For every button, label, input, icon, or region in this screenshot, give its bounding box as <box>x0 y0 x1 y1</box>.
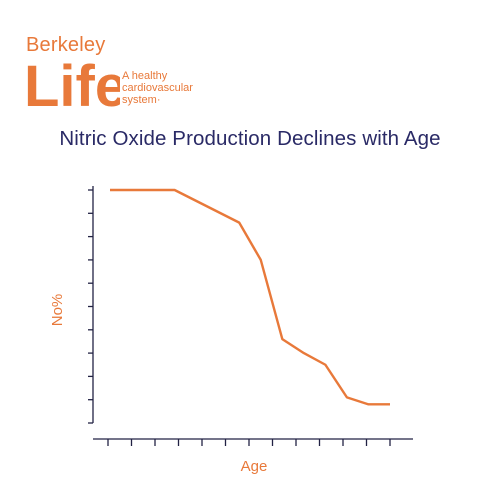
x-axis-label: Age <box>241 458 268 475</box>
x-axis-ticks <box>107 439 391 446</box>
logo-life-wordmark: Life <box>24 54 120 114</box>
y-axis-ticks <box>88 189 93 424</box>
chart-series <box>110 188 390 406</box>
chart-title: Nitric Oxide Production Declines with Ag… <box>59 127 441 150</box>
brand-logo: Berkeley Life A healthy cardiovascular s… <box>24 32 244 117</box>
y-axis-label: No% <box>49 294 66 327</box>
series-line <box>110 188 390 406</box>
logo-tagline-line: system· <box>122 94 161 106</box>
logo-berkeley-text: Berkeley <box>26 34 106 56</box>
chart-axes <box>92 186 413 440</box>
logo-tagline-line: A healthy <box>122 70 168 82</box>
logo-tagline-line: cardiovascular <box>122 82 193 94</box>
logo-tagline: A healthy cardiovascular system· <box>122 70 193 106</box>
logo-life-text: Life <box>24 54 120 114</box>
